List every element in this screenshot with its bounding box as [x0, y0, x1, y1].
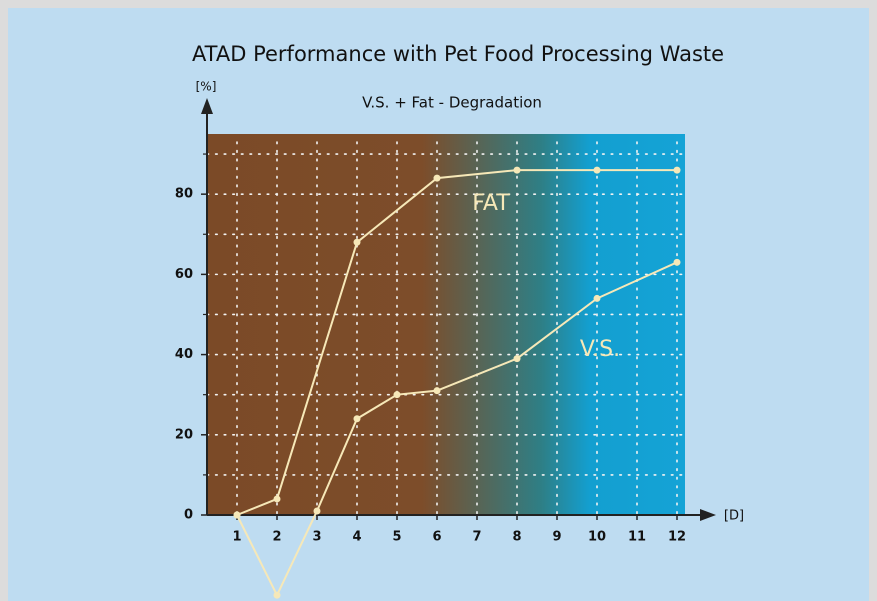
data-point — [673, 258, 681, 266]
y-tick-label: 60 — [175, 267, 193, 282]
data-point — [393, 391, 401, 399]
data-point — [433, 174, 441, 182]
data-point — [513, 355, 521, 363]
y-axis-arrow — [201, 98, 213, 114]
data-point — [353, 415, 361, 423]
x-tick-label: 12 — [668, 530, 686, 545]
x-tick-label: 11 — [628, 530, 646, 545]
chart-subtitle: V.S. + Fat - Degradation — [362, 94, 542, 112]
x-tick-label: 1 — [232, 530, 241, 545]
y-tick-label: 40 — [175, 347, 193, 362]
series-label: V.S. — [580, 337, 620, 362]
x-tick-label: 6 — [432, 530, 441, 545]
y-tick-label: 0 — [184, 508, 193, 523]
data-point — [233, 511, 241, 519]
series-label: FAT — [472, 191, 510, 216]
x-axis-arrow — [700, 509, 716, 521]
x-tick-label: 8 — [512, 530, 521, 545]
plot-area — [207, 134, 685, 515]
x-tick-label: 3 — [312, 530, 321, 545]
x-tick-label: 10 — [588, 530, 606, 545]
x-axis-label: [D] — [724, 509, 744, 524]
x-tick-label: 4 — [352, 530, 361, 545]
x-tick-label: 9 — [552, 530, 561, 545]
data-point — [353, 238, 361, 246]
data-point — [313, 507, 321, 515]
data-point — [273, 591, 281, 599]
data-point — [593, 294, 601, 302]
x-tick-label: 5 — [392, 530, 401, 545]
data-point — [513, 166, 521, 174]
data-point — [593, 166, 601, 174]
chart-title: ATAD Performance with Pet Food Processin… — [192, 42, 724, 66]
x-tick-label: 2 — [272, 530, 281, 545]
data-point — [273, 495, 281, 503]
data-point — [673, 166, 681, 174]
data-point — [433, 387, 441, 395]
x-tick-label: 7 — [472, 530, 481, 545]
y-axis-label: [%] — [196, 80, 217, 94]
y-tick-label: 80 — [175, 187, 193, 202]
y-tick-label: 20 — [175, 427, 193, 442]
